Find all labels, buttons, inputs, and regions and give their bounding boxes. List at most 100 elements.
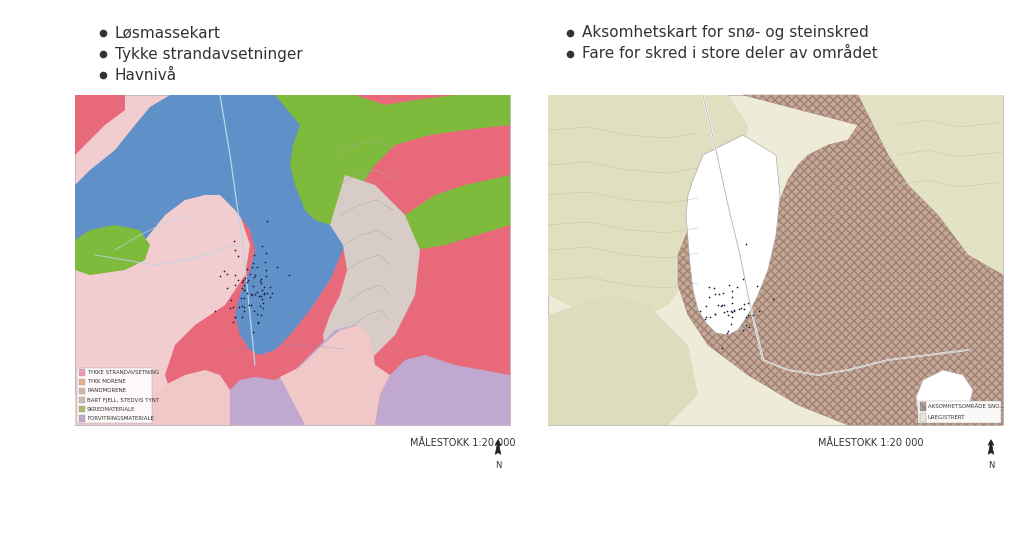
Text: AKSOMHETSOMRÅDE SNO...: AKSOMHETSOMRÅDE SNO...	[928, 404, 1005, 409]
Text: RANDMORENE: RANDMORENE	[87, 389, 126, 393]
Point	[249, 288, 265, 297]
Point	[243, 301, 260, 310]
Point	[236, 286, 253, 294]
Point	[207, 307, 223, 316]
Point	[698, 313, 714, 321]
Polygon shape	[916, 370, 973, 420]
Point	[234, 301, 251, 310]
Polygon shape	[165, 95, 510, 425]
Point	[254, 295, 270, 303]
Point	[719, 307, 736, 316]
Point	[250, 262, 266, 271]
Bar	[79, 378, 85, 385]
Polygon shape	[230, 325, 375, 425]
Point	[745, 311, 761, 320]
Point	[736, 305, 752, 313]
Point	[738, 321, 754, 329]
Point	[710, 301, 726, 310]
Polygon shape	[548, 295, 698, 425]
Point	[253, 311, 269, 320]
Point	[723, 312, 740, 321]
Point	[226, 271, 242, 279]
Point	[241, 301, 258, 309]
Point	[239, 264, 256, 273]
Point	[233, 284, 250, 293]
Text: SKREDMATERIALE: SKREDMATERIALE	[87, 407, 135, 412]
Point	[723, 319, 740, 328]
Point	[724, 298, 741, 307]
Point	[212, 272, 228, 280]
Point	[230, 276, 247, 285]
Point	[234, 276, 251, 284]
Point	[246, 251, 262, 260]
Point	[712, 302, 728, 311]
Point	[244, 328, 261, 336]
Point	[252, 302, 268, 310]
Point	[238, 277, 255, 286]
Point	[247, 289, 263, 298]
Text: N: N	[988, 461, 994, 470]
Point	[714, 344, 730, 353]
Point	[740, 311, 756, 320]
Point	[227, 280, 243, 289]
Polygon shape	[75, 225, 150, 275]
Point	[749, 282, 765, 290]
Point	[259, 216, 275, 225]
Bar	[918, 401, 1000, 423]
Text: Fare for skred i store deler av området: Fare for skred i store deler av området	[582, 46, 878, 61]
Point	[244, 291, 261, 300]
Point	[257, 257, 273, 266]
Point	[706, 284, 722, 292]
Point	[269, 262, 285, 271]
Text: UREGISTRERT: UREGISTRERT	[928, 415, 966, 420]
Point	[234, 278, 251, 286]
Point	[732, 303, 749, 312]
Point	[221, 303, 237, 312]
Point	[731, 305, 748, 313]
Point	[253, 275, 269, 284]
Point	[262, 293, 278, 301]
Point	[256, 289, 272, 297]
Point	[251, 318, 267, 326]
Point	[225, 318, 241, 326]
Point	[232, 294, 249, 302]
Bar	[79, 387, 85, 394]
Bar	[920, 413, 926, 422]
Polygon shape	[395, 175, 510, 250]
Text: Tykke strandavsetninger: Tykke strandavsetninger	[115, 46, 303, 61]
Point	[692, 306, 708, 315]
Point	[722, 307, 739, 316]
Point	[235, 285, 252, 294]
Point	[235, 303, 252, 311]
Polygon shape	[323, 175, 420, 370]
Bar	[79, 369, 85, 376]
Bar	[75, 95, 510, 425]
Point	[716, 301, 732, 309]
Point	[702, 313, 718, 321]
Bar	[77, 368, 152, 423]
Point	[735, 326, 751, 334]
Point	[739, 240, 755, 248]
Text: Løsmassekart: Løsmassekart	[115, 26, 221, 41]
Point	[249, 310, 265, 318]
Point	[728, 282, 745, 291]
Point	[255, 242, 271, 251]
Polygon shape	[275, 95, 510, 225]
Point	[233, 313, 250, 321]
Point	[255, 298, 271, 307]
Polygon shape	[75, 95, 125, 155]
Point	[701, 282, 717, 291]
Point	[226, 312, 242, 321]
Point	[264, 288, 280, 297]
Point	[697, 315, 713, 324]
Polygon shape	[75, 95, 350, 355]
Point	[736, 300, 752, 308]
Point	[253, 279, 269, 288]
Polygon shape	[280, 325, 390, 425]
Point	[238, 289, 255, 297]
Polygon shape	[678, 95, 1003, 425]
Point	[230, 303, 247, 312]
Point	[223, 295, 239, 304]
Polygon shape	[375, 355, 510, 425]
Text: Aksomhetskart for snø- og steinskred: Aksomhetskart for snø- og steinskred	[582, 26, 869, 41]
